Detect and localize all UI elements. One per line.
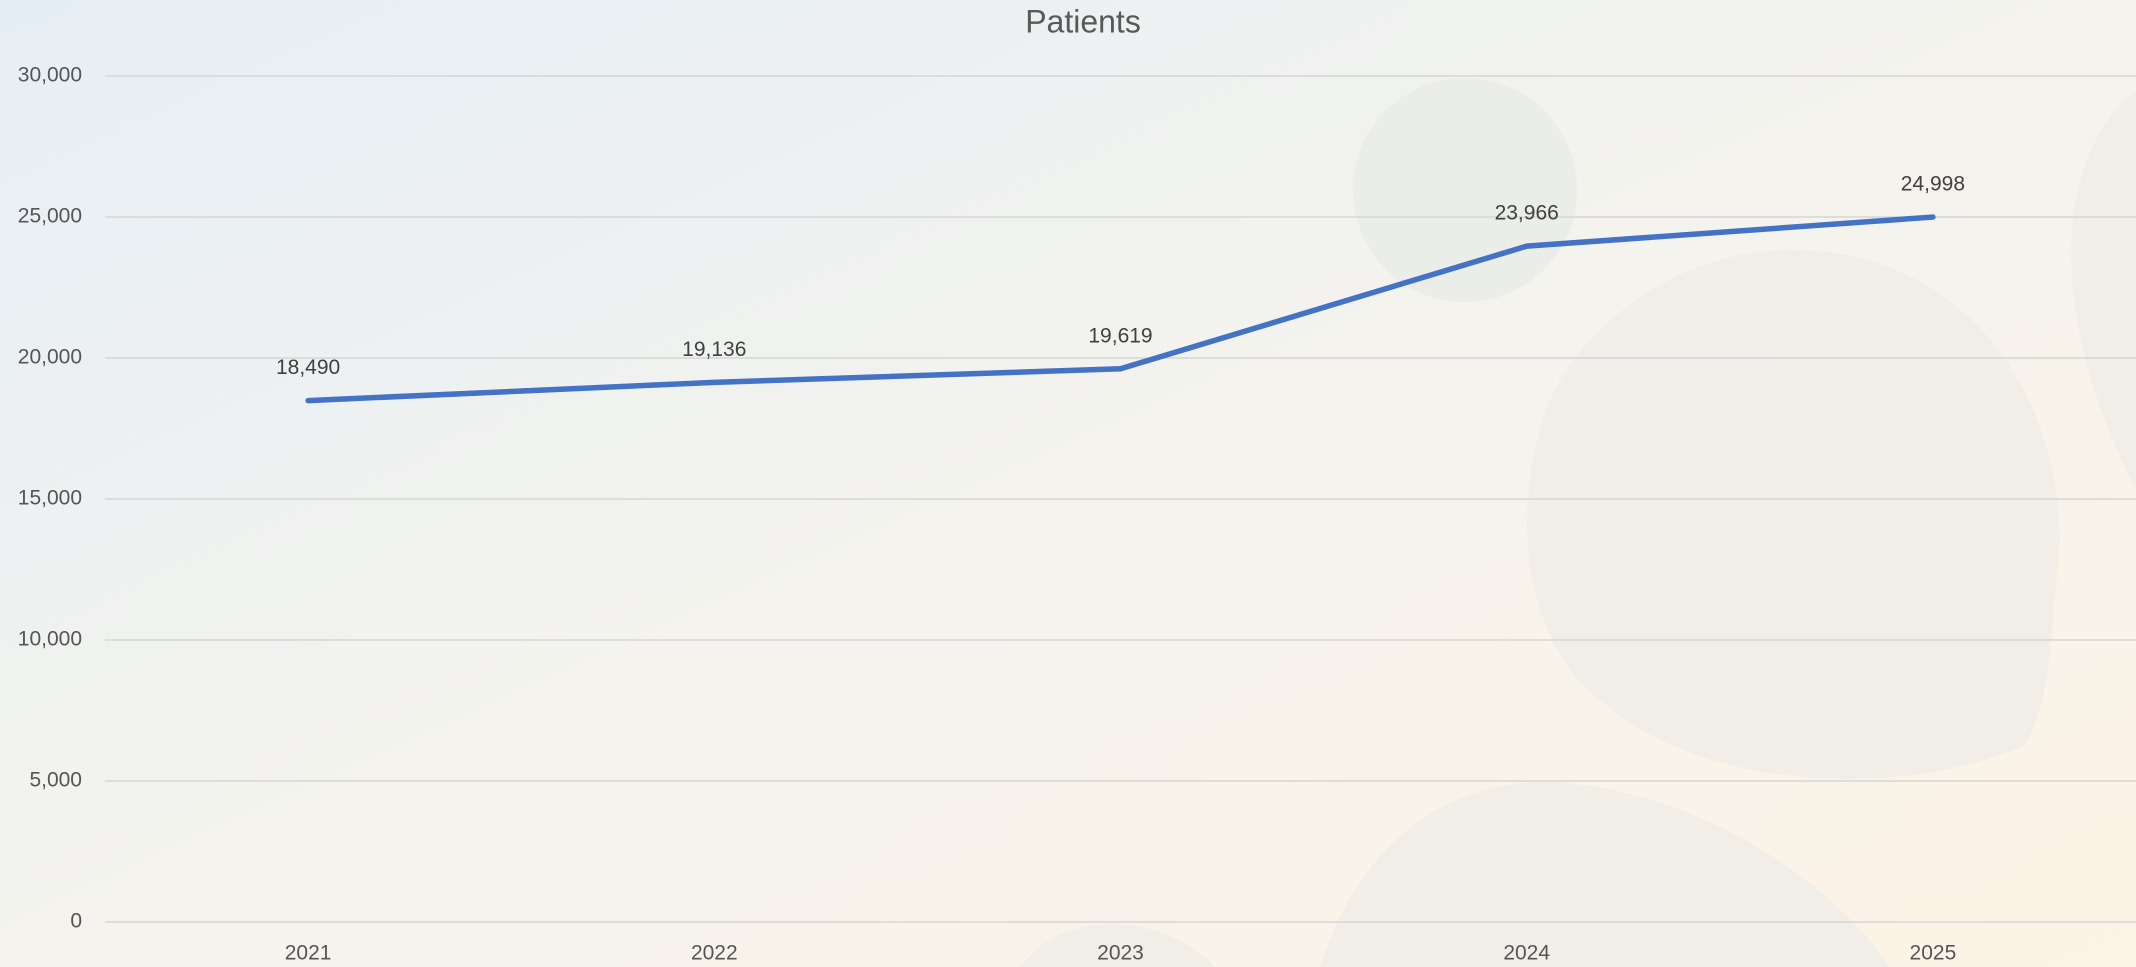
x-tick-label: 2021 <box>285 942 332 965</box>
x-tick-label: 2024 <box>1503 942 1550 965</box>
decor-shape <box>1320 781 1890 967</box>
y-tick-label: 15,000 <box>18 487 82 510</box>
x-tick-label: 2023 <box>1097 942 1144 965</box>
x-tick-label: 2025 <box>1910 942 1957 965</box>
decor-shape <box>1527 250 2060 779</box>
y-tick-label: 30,000 <box>18 64 82 87</box>
data-label: 24,998 <box>1901 173 1965 196</box>
data-line <box>305 214 1936 404</box>
decor-shape <box>2071 90 2136 490</box>
x-tick-label: 2022 <box>691 942 738 965</box>
decor-shape <box>1020 924 1215 967</box>
y-tick-label: 10,000 <box>18 628 82 651</box>
y-tick-label: 5,000 <box>29 769 82 792</box>
data-label: 18,490 <box>276 356 340 379</box>
data-label: 19,619 <box>1088 324 1152 347</box>
y-tick-label: 20,000 <box>18 346 82 369</box>
y-tick-label: 0 <box>70 910 82 933</box>
decor-circle <box>1353 78 1577 302</box>
data-label: 19,136 <box>682 338 746 361</box>
y-tick-label: 25,000 <box>18 205 82 228</box>
data-label: 23,966 <box>1495 202 1559 225</box>
chart-title: Patients <box>1025 3 1141 39</box>
